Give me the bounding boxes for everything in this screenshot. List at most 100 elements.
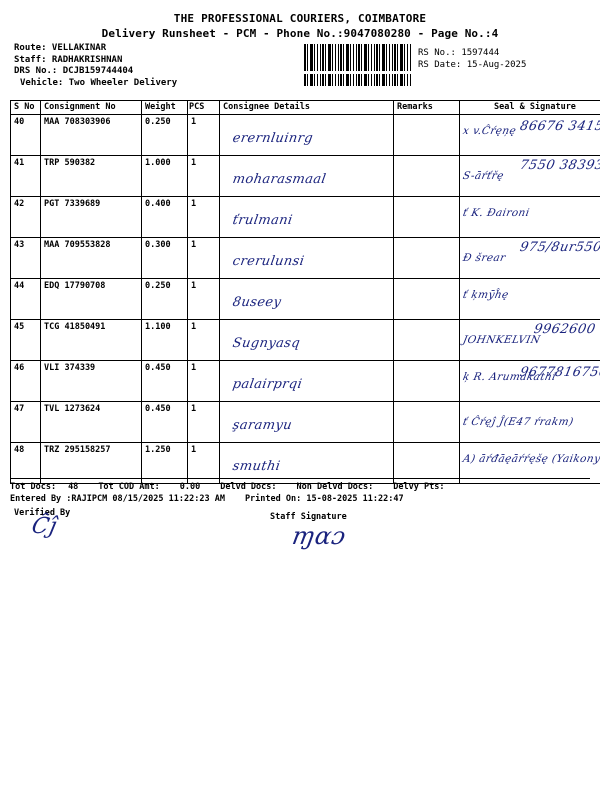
- cell-seal-content: ť ķmȳĥę: [460, 279, 600, 319]
- cell-sno: 40: [11, 115, 41, 156]
- cell-seal-signature: S-āŕťřę: [462, 170, 505, 182]
- cell-remarks-text: [394, 238, 459, 240]
- cell-consignee-handwriting: ťrulmani: [218, 197, 396, 228]
- cell-consignment-no-text: MAA 709553828: [41, 238, 141, 250]
- cell-sno-text: 42: [11, 197, 40, 209]
- cell-pcs: 1: [188, 402, 220, 443]
- entered-by-label: Entered By :RAJIPCM 08/15/2025 11:22:23 …: [10, 494, 225, 504]
- cell-consignee-details: ťrulmani: [220, 197, 394, 238]
- cell-remarks-text: [394, 115, 459, 117]
- cell-sno: 42: [11, 197, 41, 238]
- header-meta-block: Route: VELLAKINAR Staff: RADHAKRISHNAN D…: [0, 43, 600, 89]
- cell-weight-text: 0.300: [142, 238, 187, 250]
- cell-pcs-text: 1: [188, 443, 219, 455]
- cell-consignment-no: TRP 590382: [41, 156, 142, 197]
- totals-line-2: Entered By :RAJIPCM 08/15/2025 11:22:23 …: [10, 493, 590, 505]
- cell-weight: 0.450: [142, 402, 188, 443]
- cell-seal-signature-cell: ť ķmȳĥę: [460, 279, 600, 320]
- cell-seal-content: A) āŕđāęāŕŕęšę (Yaikonya): [460, 443, 600, 483]
- cell-sno-text: 43: [11, 238, 40, 250]
- cell-consignee-handwriting: şaramyu: [218, 402, 396, 433]
- cell-remarks-text: [394, 443, 459, 445]
- cell-seal-signature-cell: S-āŕťřę 7550 383935: [460, 156, 600, 197]
- cell-sno: 46: [11, 361, 41, 402]
- tot-cod-value: 0.00: [180, 482, 200, 492]
- rs-date-label: RS Date: 15-Aug-2025: [418, 59, 526, 71]
- drs-no-label: DRS No.: DCJB159744404: [14, 66, 177, 78]
- cell-remarks: [394, 156, 460, 197]
- cell-pcs-text: 1: [188, 238, 219, 250]
- cell-weight: 1.000: [142, 156, 188, 197]
- cell-consignee-handwriting: palairprqi: [218, 361, 396, 392]
- cell-sno-text: 46: [11, 361, 40, 373]
- cell-sno-text: 40: [11, 115, 40, 127]
- cell-weight-text: 1.100: [142, 320, 187, 332]
- cell-remarks: [394, 402, 460, 443]
- cell-weight-text: 1.250: [142, 443, 187, 455]
- cell-remarks-text: [394, 197, 459, 199]
- cell-remarks-text: [394, 402, 459, 404]
- cell-pcs-text: 1: [188, 156, 219, 168]
- cell-pcs: 1: [188, 320, 220, 361]
- cell-seal-phone-number: 86676 34151: [519, 119, 600, 134]
- runsheet-table: S No Consignment No Weight PCS Consignee…: [10, 100, 600, 484]
- column-header-remarks: Remarks: [394, 101, 460, 115]
- cell-consignee-details: şaramyu: [220, 402, 394, 443]
- cell-consignee-details: Sugnyasq: [220, 320, 394, 361]
- cell-sno-text: 44: [11, 279, 40, 291]
- cell-seal-phone-number: 9677816756: [519, 365, 600, 380]
- verified-by-signature: Ĉĵ: [29, 514, 59, 539]
- cell-seal-phone-number: 7550 383935: [519, 158, 600, 173]
- column-header-consignee-details: Consignee Details: [220, 101, 394, 115]
- cell-sno-text: 48: [11, 443, 40, 455]
- tot-cod-label: Tot COD Amt:: [98, 482, 159, 492]
- cell-weight: 0.400: [142, 197, 188, 238]
- cell-sno-text: 45: [11, 320, 40, 332]
- document-subtitle: Delivery Runsheet - PCM - Phone No.:9047…: [0, 27, 600, 41]
- cell-consignment-no-text: TCG 41850491: [41, 320, 141, 332]
- staff-signature-label: Staff Signature: [270, 512, 347, 522]
- cell-consignee-details: moharasmaal: [220, 156, 394, 197]
- staff-signature-mark: ɱɑɔ: [290, 522, 349, 550]
- column-header-seal-signature: Seal & Signature: [460, 101, 600, 115]
- cell-seal-content: ť Ĉŕęĵ Ĵ(E47 ŕrakm): [460, 402, 600, 442]
- cell-weight-text: 0.450: [142, 402, 187, 414]
- cell-consignee-handwriting: crerulunsi: [218, 238, 396, 269]
- cell-sno: 44: [11, 279, 41, 320]
- cell-remarks: [394, 320, 460, 361]
- cell-seal-signature: x v.Ĉŕęņę: [462, 125, 517, 137]
- cell-consignment-no: PGT 7339689: [41, 197, 142, 238]
- vehicle-label: Vehicle: Two Wheeler Delivery: [14, 78, 177, 90]
- header-left-meta: Route: VELLAKINAR Staff: RADHAKRISHNAN D…: [14, 43, 177, 89]
- cell-seal-content: ť K. Đaironi: [460, 197, 600, 237]
- staff-label: Staff: RADHAKRISHNAN: [14, 55, 177, 67]
- cell-consignment-no-text: TVL 1273624: [41, 402, 141, 414]
- cell-consignment-no: MAA 708303906: [41, 115, 142, 156]
- cell-pcs-text: 1: [188, 320, 219, 332]
- cell-sno: 47: [11, 402, 41, 443]
- cell-consignee-handwriting: moharasmaal: [218, 156, 396, 187]
- header-right-meta: RS No.: 1597444 RS Date: 15-Aug-2025: [418, 47, 526, 71]
- cell-remarks-text: [394, 361, 459, 363]
- cell-consignee-handwriting: smuthi: [218, 443, 396, 474]
- cell-consignment-no-text: VLI 374339: [41, 361, 141, 373]
- signature-area: Verified By Ĉĵ Staff Signature ɱɑɔ: [10, 508, 590, 568]
- cell-weight: 1.100: [142, 320, 188, 361]
- cell-weight: 0.250: [142, 115, 188, 156]
- cell-seal-signature: A) āŕđāęāŕŕęšę (Yaikonya): [462, 453, 600, 465]
- cell-consignee-handwriting: 8useey: [218, 279, 396, 310]
- cell-consignment-no-text: TRZ 295158257: [41, 443, 141, 455]
- cell-remarks: [394, 197, 460, 238]
- cell-pcs-text: 1: [188, 115, 219, 127]
